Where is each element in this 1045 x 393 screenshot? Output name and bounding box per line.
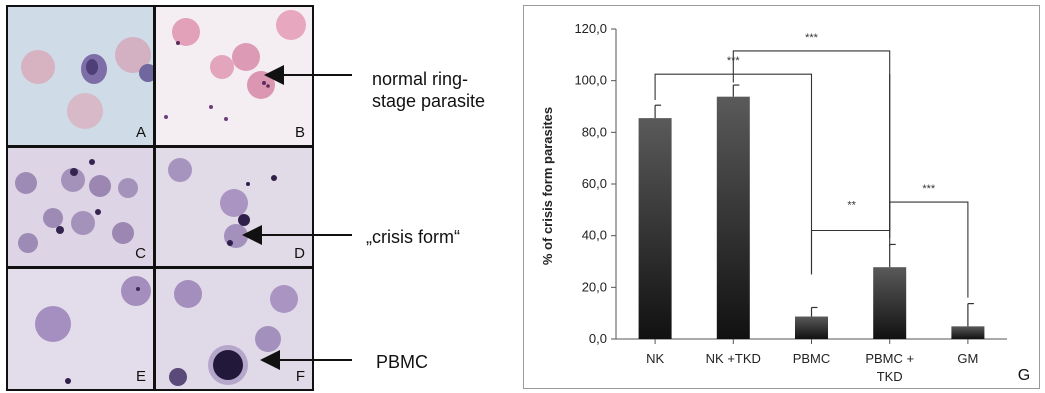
significance-label: *** [805,32,819,44]
x-tick-label: TKD [877,369,903,384]
panel-label: C [135,245,146,262]
x-tick-label: NK [646,351,664,366]
significance-bracket [810,74,891,275]
microscopy-panel-e: E [8,269,153,389]
panel-e-image [35,276,151,384]
panel-label: F [295,368,305,385]
bar [638,118,672,339]
bar [951,326,985,339]
callout-arrows [242,65,352,370]
significance-bracket [889,201,969,298]
x-tick-label: PBMC [793,351,831,366]
y-tick-label: 60,0 [582,176,607,191]
bar [795,316,828,339]
y-tick-label: 80,0 [582,124,607,139]
microscopy-panel-f: F [156,269,312,389]
significance-label: *** [922,183,936,195]
microscopy-panel-c: C [8,148,153,266]
microscopy-grid: A B [6,5,314,391]
bar-chart: % of crisis form parasites *********** 0… [540,21,1030,384]
microscopy-panel-a: A [8,7,153,145]
callout-ring-stage: normal ring- stage parasite [372,68,485,112]
panel-c-image [15,159,138,253]
panel-label: B [294,124,305,141]
panel-label: A [135,124,146,141]
y-axis-label: % of crisis form parasites [540,107,555,265]
panel-f-image [169,280,298,386]
x-tick-label: GM [957,351,978,366]
chart-panel: % of crisis form parasites *** *** ** *** 0… [523,5,1040,389]
callout-ring-line1: normal ring- [372,69,469,89]
panel-a-image [21,37,153,129]
bar [716,96,750,339]
callout-pbmc: PBMC [376,352,429,372]
y-tick-label: 20,0 [582,279,607,294]
x-tick-label: NK +TKD [706,351,761,366]
panel-label: D [294,245,305,262]
y-tick-label: 120,0 [574,21,607,36]
callout-crisis-form: „crisis form“ [366,227,460,247]
panel-b-image [164,10,306,121]
significance-label: ** [847,200,856,212]
y-tick-label: 40,0 [582,228,607,243]
bar [873,267,907,339]
x-tick-label: PBMC + [865,351,914,366]
panel-label: E [135,368,146,385]
callout-ring-line2: stage parasite [372,91,486,111]
y-tick-label: 0,0 [589,331,607,346]
y-tick-label: 100,0 [574,73,607,88]
chart-panel-letter: G [1018,367,1030,384]
